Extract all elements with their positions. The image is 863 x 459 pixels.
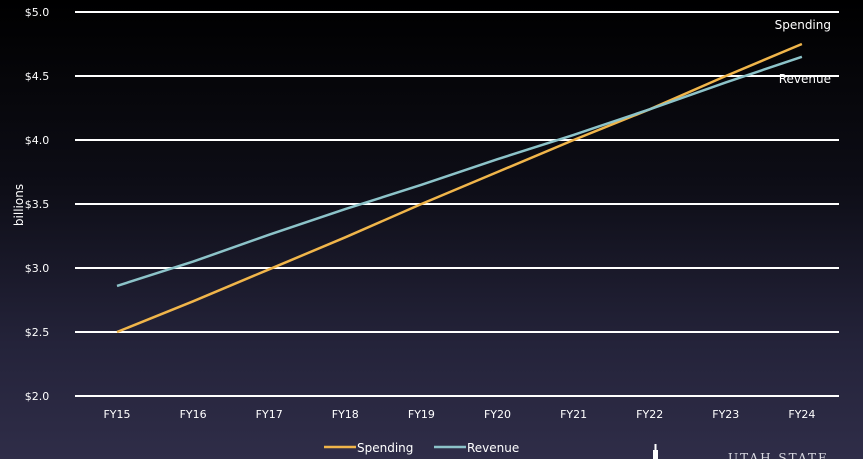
- gridlines: [75, 11, 839, 397]
- capitol-icon: [653, 444, 658, 459]
- x-tick-label: FY18: [332, 408, 359, 421]
- y-tick-label: $2.5: [25, 326, 50, 339]
- y-axis-ticks: $2.0 $2.5 $3.0 $3.5 $4.0 $4.5 $5.0: [25, 6, 50, 403]
- y-axis-label: billions: [12, 184, 26, 226]
- y-tick-label: $4.0: [25, 134, 50, 147]
- logo-text: UTAH STATE: [728, 451, 829, 459]
- y-tick-label: $3.0: [25, 262, 50, 275]
- x-tick-label: FY24: [788, 408, 815, 421]
- x-tick-label: FY17: [256, 408, 283, 421]
- x-tick-label: FY23: [712, 408, 739, 421]
- series-end-label: Revenue: [779, 72, 831, 86]
- x-tick-label: FY15: [103, 408, 130, 421]
- x-tick-label: FY21: [560, 408, 587, 421]
- series-end-label: Spending: [775, 18, 831, 32]
- x-axis-ticks: FY15 FY16 FY17 FY18 FY19 FY20 FY21 FY22 FY23 FY24: [103, 408, 815, 421]
- x-tick-label: FY20: [484, 408, 511, 421]
- legend-label: Spending: [357, 441, 413, 455]
- series-line-spending: [116, 42, 803, 334]
- x-tick-label: FY22: [636, 408, 663, 421]
- y-tick-label: $4.5: [25, 70, 50, 83]
- y-tick-label: $2.0: [25, 390, 50, 403]
- series-end-labels: Spending Revenue: [775, 18, 831, 86]
- y-tick-label: $5.0: [25, 6, 50, 19]
- legend: Spending Revenue: [324, 441, 519, 455]
- legend-label: Revenue: [467, 441, 519, 455]
- series-line-revenue: [116, 55, 803, 288]
- x-tick-label: FY19: [408, 408, 435, 421]
- logo: UTAH STATE: [653, 444, 829, 459]
- series-lines: [116, 42, 803, 334]
- y-tick-label: $3.5: [25, 198, 50, 211]
- x-tick-label: FY16: [180, 408, 207, 421]
